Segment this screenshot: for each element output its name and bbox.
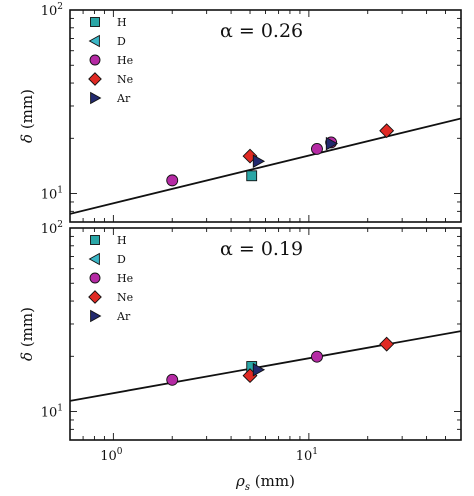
x-axis-title: ρs (mm) bbox=[235, 472, 295, 493]
legend-entry-Ne: Ne bbox=[88, 290, 133, 304]
data-point-Ar bbox=[325, 136, 339, 151]
legend-label: Ne bbox=[117, 291, 133, 304]
fit-line bbox=[70, 330, 461, 402]
legend-marker-H bbox=[90, 235, 100, 245]
y-axis-unit: (mm) bbox=[18, 307, 36, 352]
y-tick-label: 102 bbox=[41, 220, 63, 237]
tick-exponent: 1 bbox=[57, 404, 63, 414]
tick-exponent: 1 bbox=[57, 186, 63, 196]
legend-entry-He: He bbox=[89, 54, 133, 67]
tick-base: 10 bbox=[296, 449, 313, 464]
y-tick-label: 101 bbox=[41, 404, 63, 421]
legend-marker-He bbox=[89, 272, 101, 284]
tick-base: 10 bbox=[41, 188, 58, 203]
tick-base: 10 bbox=[41, 406, 58, 421]
legend-label: He bbox=[117, 272, 133, 285]
legend: HD He Ne Ar bbox=[88, 16, 133, 105]
legend-marker-Ne bbox=[88, 290, 102, 304]
legend-label: Ar bbox=[116, 92, 131, 105]
legend-entry-H: H bbox=[90, 234, 127, 247]
legend-entry-D: D bbox=[88, 252, 126, 266]
data-point-H bbox=[246, 170, 258, 182]
legend-entry-Ar: Ar bbox=[90, 91, 131, 105]
tick-exponent: 2 bbox=[57, 2, 63, 12]
x-axis-subscript: s bbox=[245, 482, 250, 493]
x-axis-symbol: ρ bbox=[235, 472, 245, 490]
x-axis-unit: (mm) bbox=[250, 472, 295, 490]
legend-entry-H: H bbox=[90, 16, 127, 29]
tick-exponent: 2 bbox=[57, 220, 63, 230]
data-point-Ar bbox=[252, 154, 266, 169]
y-axis-title: δ (mm) bbox=[18, 307, 36, 361]
y-axis-title: δ (mm) bbox=[18, 89, 36, 143]
data-point-Ne bbox=[379, 336, 395, 352]
y-tick-label: 101 bbox=[41, 186, 63, 203]
data-point-He bbox=[166, 373, 179, 386]
legend-label: Ar bbox=[116, 310, 131, 323]
legend-label: H bbox=[117, 234, 127, 247]
legend-marker-Ar bbox=[90, 309, 102, 323]
tick-exponent: 1 bbox=[312, 447, 318, 457]
legend-marker-H bbox=[90, 17, 100, 27]
y-axis-symbol: δ bbox=[18, 134, 36, 143]
legend-label: H bbox=[117, 16, 127, 29]
data-point-He bbox=[311, 350, 323, 363]
legend-entry-D: D bbox=[88, 34, 126, 48]
y-tick-label: 102 bbox=[41, 2, 63, 19]
legend: HD He Ne Ar bbox=[88, 234, 133, 323]
legend-marker-D bbox=[88, 34, 100, 48]
legend-entry-Ne: Ne bbox=[88, 72, 133, 86]
y-axis-symbol: δ bbox=[18, 352, 36, 361]
legend-label: Ne bbox=[117, 73, 133, 86]
data-point-He bbox=[311, 143, 323, 155]
legend-label: He bbox=[117, 54, 133, 67]
tick-base: 10 bbox=[100, 449, 117, 464]
data-point-Ar bbox=[252, 362, 266, 377]
y-axis-unit: (mm) bbox=[18, 89, 36, 134]
legend-marker-D bbox=[88, 252, 100, 266]
alpha-annotation: α = 0.26 bbox=[220, 20, 303, 42]
alpha-annotation: α = 0.19 bbox=[220, 238, 303, 260]
tick-base: 10 bbox=[41, 4, 58, 19]
data-point-Ne bbox=[379, 123, 395, 139]
legend-entry-Ar: Ar bbox=[90, 309, 131, 323]
data-point-He bbox=[166, 174, 179, 187]
tick-base: 10 bbox=[41, 222, 58, 237]
x-tick-label: 100 bbox=[100, 447, 123, 464]
plot-frame bbox=[69, 9, 462, 223]
legend-marker-Ne bbox=[88, 72, 102, 86]
legend-marker-Ar bbox=[90, 91, 102, 105]
legend-label: D bbox=[117, 253, 126, 266]
legend-marker-He bbox=[89, 54, 101, 66]
fit-line bbox=[70, 117, 461, 215]
plot-frame bbox=[69, 227, 462, 441]
legend-entry-He: He bbox=[89, 272, 133, 285]
legend-label: D bbox=[117, 35, 126, 48]
tick-exponent: 0 bbox=[117, 447, 123, 457]
x-tick-label: 101 bbox=[296, 447, 318, 464]
